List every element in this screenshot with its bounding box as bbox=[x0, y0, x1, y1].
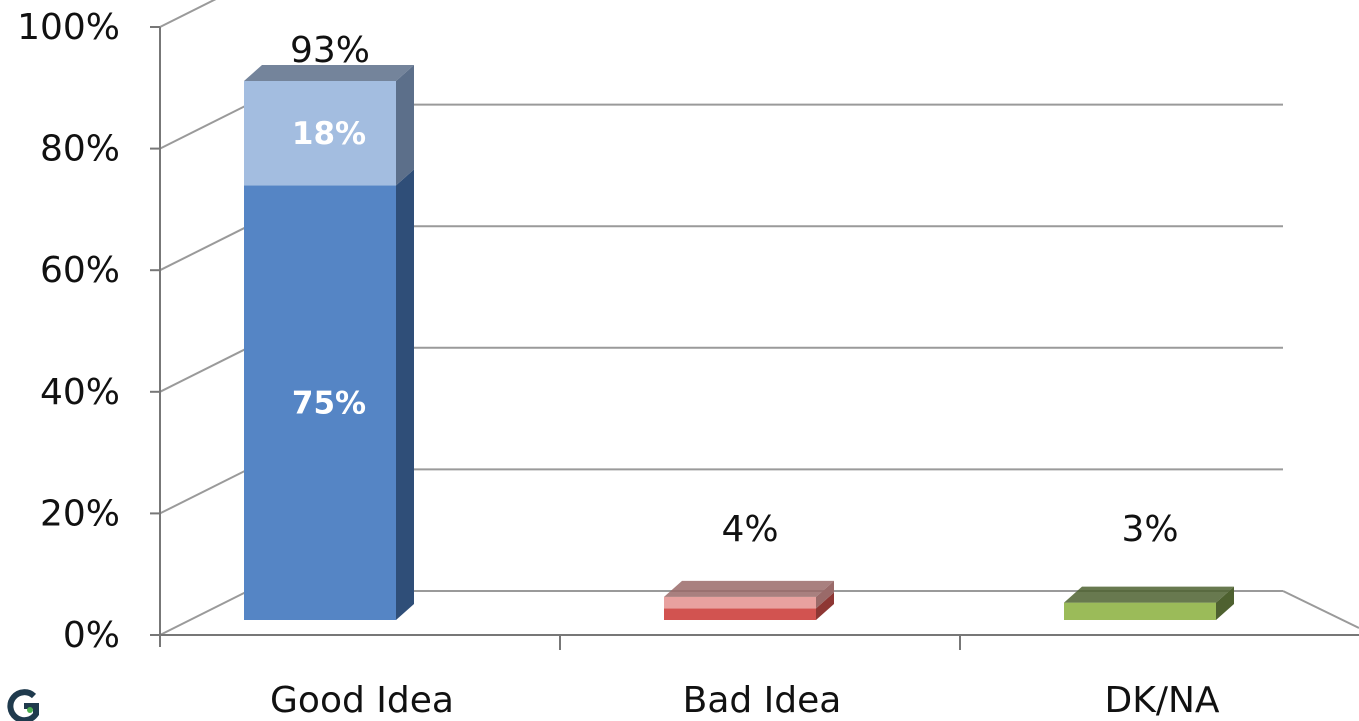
y-tick-label: 100% bbox=[17, 7, 120, 48]
gridline-diagonal bbox=[159, 0, 217, 28]
x-tick-label: Bad Idea bbox=[683, 680, 842, 721]
y-tick-label: 0% bbox=[63, 615, 120, 656]
bar-segment-side bbox=[396, 169, 414, 621]
bar-segment bbox=[244, 81, 396, 186]
total-label: 4% bbox=[721, 509, 778, 550]
gridline-diagonal bbox=[159, 103, 249, 150]
x-tick-label: DK/NA bbox=[1104, 680, 1219, 721]
data-labels: 75% 18% 93% 4% 3% bbox=[290, 30, 1179, 550]
y-tick-label: 20% bbox=[40, 493, 120, 534]
y-tick-label: 60% bbox=[40, 250, 120, 291]
chart-floor bbox=[1282, 590, 1359, 629]
bar-segment bbox=[664, 596, 816, 609]
bar-segment bbox=[664, 608, 816, 620]
segment-label: 75% bbox=[292, 386, 366, 422]
total-label: 93% bbox=[290, 30, 370, 71]
bar-segment-side bbox=[1216, 586, 1234, 620]
total-label: 3% bbox=[1121, 509, 1178, 550]
floor-edge bbox=[1282, 590, 1359, 629]
segment-label: 18% bbox=[292, 116, 366, 152]
y-axis: 0% 20% 40% 60% 80% 100% bbox=[17, 7, 161, 656]
bar-top-face bbox=[1064, 586, 1234, 603]
bar-segment-side bbox=[816, 592, 834, 620]
gridline-diagonal bbox=[159, 468, 249, 515]
bar-segment bbox=[244, 185, 396, 621]
bar-segment-side bbox=[396, 65, 414, 186]
bar-top-face bbox=[244, 65, 414, 81]
x-tick-label: Good Idea bbox=[270, 680, 454, 721]
gridline-diagonal bbox=[159, 346, 249, 393]
gridline-diagonal bbox=[159, 225, 249, 272]
bars bbox=[244, 65, 1234, 621]
logo-icon bbox=[7, 689, 39, 721]
x-axis: Good Idea Bad Idea DK/NA bbox=[160, 634, 1359, 721]
bar-top-face bbox=[664, 580, 834, 597]
y-tick-label: 40% bbox=[40, 372, 120, 413]
gridline-diagonal bbox=[159, 590, 249, 636]
bar-segment bbox=[1064, 602, 1216, 620]
bar-segment-side bbox=[816, 580, 834, 609]
y-tick-label: 80% bbox=[40, 129, 120, 170]
